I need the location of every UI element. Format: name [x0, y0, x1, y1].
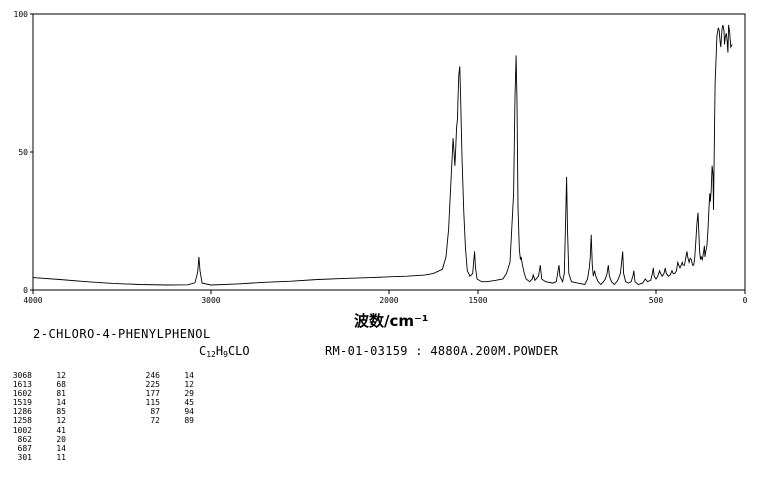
peak-wavenumber: 1519	[12, 398, 32, 408]
compound-name: 2-CHLORO-4-PHENYLPHENOL	[33, 327, 211, 341]
plot-frame	[32, 13, 746, 291]
peak-wavenumber: 1258	[12, 416, 32, 426]
peak-intensity: 12	[56, 371, 66, 380]
spectrum-line	[32, 24, 733, 286]
peak-intensity: 11	[56, 452, 66, 462]
peak-wavenumber: 1002	[12, 425, 32, 435]
peak-intensity: 12	[184, 380, 194, 390]
peak-wavenumber: 225	[145, 380, 160, 390]
peak-wavenumber: 246	[145, 371, 160, 380]
peak-intensity: 85	[56, 407, 66, 417]
peak-wavenumber: 1602	[12, 389, 32, 399]
peak-intensity: 29	[184, 389, 194, 399]
molecular-formula: C12H9CLO	[199, 344, 250, 359]
peak-wavenumber: 72	[150, 416, 160, 426]
peak-wavenumber: 1613	[12, 380, 32, 390]
raman-spectrum-chart: 0 50 100 4000 3000 2000 1500 500 0	[14, 10, 748, 305]
x-tick-label: 500	[649, 296, 664, 305]
peak-intensity: 81	[56, 389, 66, 399]
peak-intensity: 14	[56, 398, 66, 408]
peak-intensity: 20	[56, 434, 66, 444]
peak-intensity: 94	[184, 407, 194, 417]
x-tick-label: 3000	[201, 296, 220, 305]
peak-wavenumber: 862	[17, 434, 32, 444]
peak-wavenumber: 687	[17, 443, 32, 453]
y-tick-label: 100	[14, 10, 29, 19]
spectrum-info: RM-01-03159 : 4880A.200M.POWDER	[325, 344, 559, 358]
peak-wavenumber: 3068	[12, 371, 32, 380]
peak-wavenumber: 1286	[12, 407, 32, 417]
peak-intensity: 41	[56, 425, 66, 435]
peak-intensity: 14	[184, 371, 194, 380]
peak-intensity: 89	[184, 416, 194, 426]
peak-intensity: 45	[184, 398, 194, 408]
peak-wavenumber: 177	[145, 389, 160, 399]
x-tick-label: 4000	[23, 296, 42, 305]
x-tick-label: 0	[743, 296, 748, 305]
y-tick-label: 50	[18, 148, 28, 157]
peak-intensity: 68	[56, 380, 66, 390]
peak-wavenumber: 301	[17, 452, 32, 462]
y-tick-label: 0	[23, 286, 28, 295]
peak-intensity: 12	[56, 416, 66, 426]
x-tick-label: 1500	[468, 296, 487, 305]
peak-wavenumber: 115	[145, 398, 160, 408]
x-axis-title: 波数/cm⁻¹	[354, 312, 429, 330]
x-tick-label: 2000	[379, 296, 398, 305]
peak-wavenumber: 87	[150, 407, 160, 417]
peak-intensity: 14	[56, 443, 66, 453]
